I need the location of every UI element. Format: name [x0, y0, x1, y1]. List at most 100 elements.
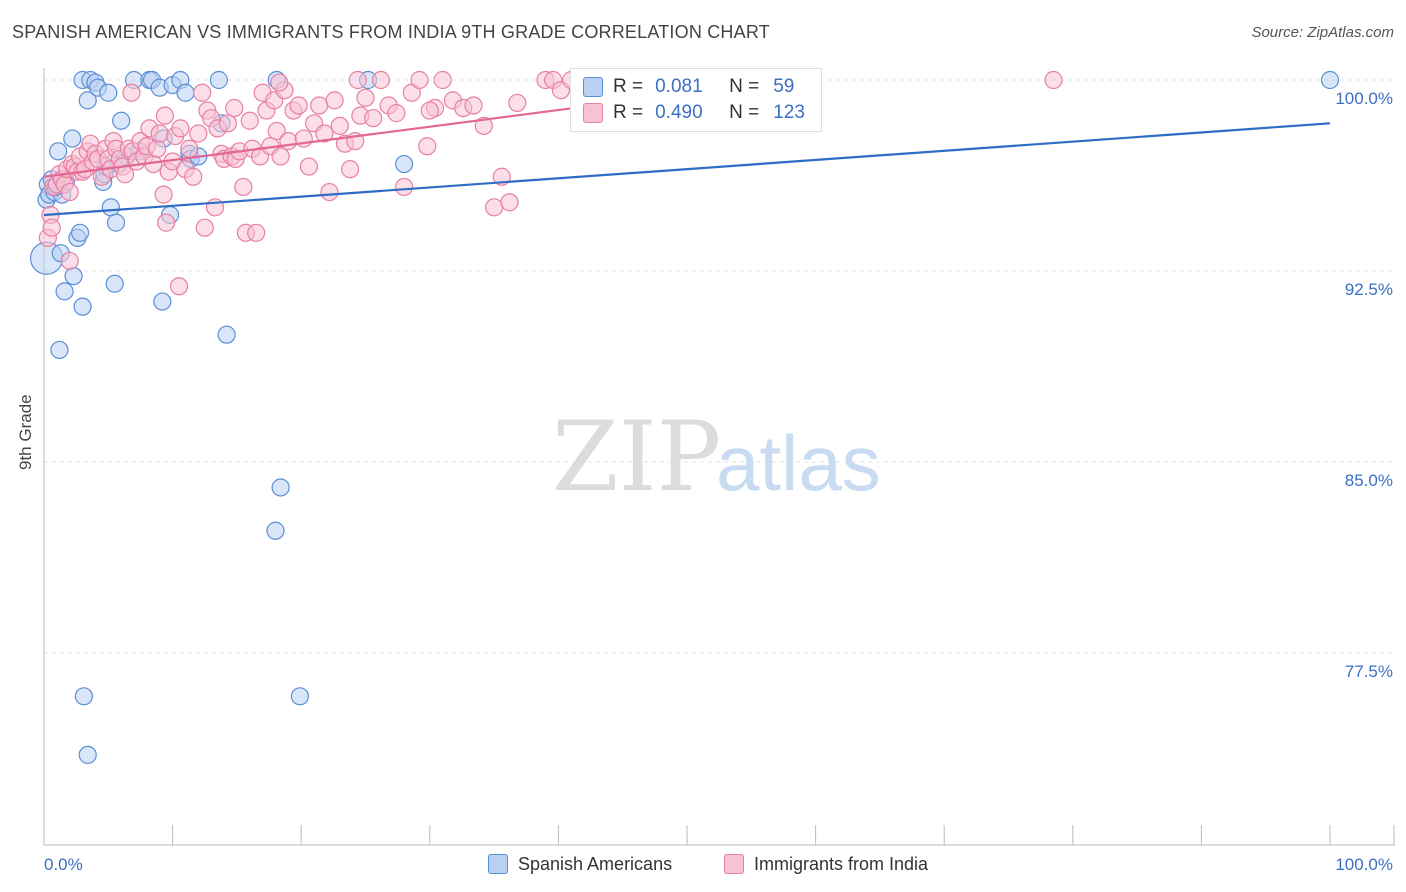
data-point — [193, 83, 212, 102]
data-point — [50, 340, 69, 360]
r-value: 0.081 — [655, 76, 703, 97]
x-tick-label: 100.0% — [1335, 855, 1393, 874]
y-tick-label: 77.5% — [1345, 662, 1393, 681]
data-point — [356, 88, 375, 107]
r-label: R = — [613, 76, 644, 97]
legend-label: Immigrants from India — [754, 853, 929, 874]
data-point — [320, 182, 339, 202]
data-point — [122, 83, 141, 102]
data-point — [195, 218, 214, 237]
data-point — [150, 124, 169, 143]
n-label: N = — [729, 102, 760, 123]
data-point — [189, 124, 208, 143]
stats-legend-box: R = 0.081 N = 59 R = 0.490 N = 123 — [570, 68, 822, 132]
data-point — [364, 109, 383, 128]
data-point — [64, 266, 83, 286]
r-label: R = — [613, 102, 644, 123]
data-point — [410, 70, 429, 90]
data-point — [474, 116, 493, 135]
chart-title: SPANISH AMERICAN VS IMMIGRANTS FROM INDI… — [12, 22, 770, 42]
stats-row-immigrants-from-india: R = 0.490 N = 123 — [583, 101, 805, 125]
data-point — [310, 96, 329, 115]
trend-line-spanish-americans — [43, 122, 1331, 217]
data-point — [464, 96, 483, 115]
legend-label: Spanish Americans — [518, 853, 673, 874]
data-point — [1320, 70, 1340, 90]
watermark-zip: ZIP — [552, 401, 721, 513]
data-point — [433, 70, 452, 90]
data-point — [155, 106, 174, 125]
y-axis-label: 9th Grade — [16, 394, 35, 470]
data-point — [271, 478, 290, 497]
data-point — [279, 132, 298, 151]
data-point — [101, 198, 120, 217]
n-label: N = — [729, 76, 760, 97]
pink-swatch-icon — [583, 103, 603, 123]
data-point — [418, 137, 437, 156]
data-point — [340, 160, 360, 179]
data-point — [74, 687, 93, 706]
y-tick-label: 100.0% — [1335, 89, 1393, 108]
data-point — [60, 251, 79, 270]
r-value: 0.490 — [655, 102, 703, 123]
data-point — [271, 147, 290, 166]
x-tick-label: 0.0% — [44, 855, 83, 874]
y-tick-label: 92.5% — [1345, 280, 1393, 299]
n-value: 59 — [773, 76, 795, 97]
data-point — [106, 213, 126, 232]
data-point — [1044, 70, 1063, 90]
data-point — [290, 687, 310, 706]
data-point — [209, 70, 228, 90]
data-point — [180, 139, 199, 158]
data-point — [267, 121, 286, 141]
data-point — [325, 91, 344, 110]
data-point — [315, 124, 334, 143]
data-point — [49, 142, 68, 161]
data-point — [420, 101, 439, 120]
data-point — [60, 182, 79, 202]
data-point — [148, 139, 167, 158]
stats-row-spanish-americans: R = 0.081 N = 59 — [583, 75, 794, 99]
data-point — [73, 297, 92, 316]
data-point — [154, 185, 173, 204]
source-label: Source: ZipAtlas.com — [1251, 24, 1394, 41]
y-tick-label: 85.0% — [1345, 471, 1393, 490]
data-point — [78, 91, 97, 110]
legend-item-immigrants-from-india[interactable]: Immigrants from India — [724, 850, 928, 878]
n-value: 123 — [773, 102, 805, 123]
data-point — [153, 292, 172, 311]
pink-swatch-icon — [724, 854, 744, 874]
data-point — [70, 223, 90, 242]
series-immigrants-from-india — [38, 70, 1063, 296]
data-point — [299, 157, 319, 176]
data-point — [500, 193, 519, 212]
data-point — [217, 325, 236, 344]
legend-item-spanish-americans[interactable]: Spanish Americans — [488, 850, 672, 878]
data-point — [176, 83, 195, 102]
data-point — [394, 154, 414, 174]
data-point — [112, 111, 131, 130]
data-point — [78, 745, 97, 764]
data-point — [508, 93, 527, 113]
data-point — [218, 114, 237, 133]
data-point — [169, 277, 189, 296]
data-point — [348, 70, 367, 90]
data-point — [171, 119, 190, 138]
data-point — [240, 111, 259, 130]
data-point — [247, 223, 266, 242]
data-point — [105, 274, 124, 293]
data-point — [99, 83, 118, 102]
blue-swatch-icon — [488, 854, 508, 874]
data-point — [330, 116, 349, 135]
data-point — [184, 167, 203, 186]
data-point — [63, 129, 82, 148]
data-point — [225, 98, 244, 118]
data-point — [371, 70, 391, 90]
data-point — [387, 104, 406, 123]
blue-swatch-icon — [583, 77, 603, 97]
data-point — [270, 73, 289, 92]
data-point — [234, 177, 253, 197]
data-point — [157, 213, 176, 232]
